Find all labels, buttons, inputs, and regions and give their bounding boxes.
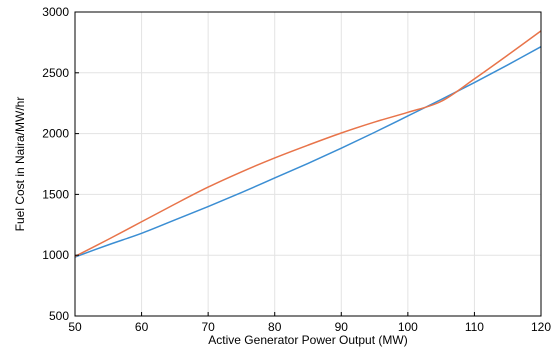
x-axis-label: Active Generator Power Output (MW) (208, 333, 407, 347)
y-tick-label: 1000 (42, 248, 69, 262)
x-tick-label: 60 (135, 320, 149, 334)
series-lines (74, 30, 542, 258)
y-tick-label: 3000 (42, 5, 69, 19)
y-tick-label: 1500 (42, 187, 69, 201)
series-line-1 (74, 46, 542, 258)
x-tick-label: 90 (335, 320, 349, 334)
x-tick-label: 70 (201, 320, 215, 334)
y-tick-label: 2500 (42, 66, 69, 80)
x-tick-label: 100 (398, 320, 418, 334)
y-tick-label: 500 (49, 309, 69, 323)
y-tick-label: 2000 (42, 127, 69, 141)
series-line-2 (74, 30, 542, 258)
axis-ticks: 50 60 70 80 90 100 110 120 500 1000 1500 2000 2500 30… (42, 5, 551, 334)
x-tick-label: 50 (68, 320, 82, 334)
x-tick-label: 80 (268, 320, 282, 334)
x-tick-label: 110 (465, 320, 484, 334)
plot-frame (74, 11, 542, 317)
x-tick-label: 120 (531, 320, 551, 334)
y-axis-label: Fuel Cost in Naira/MW/hr (13, 97, 27, 232)
